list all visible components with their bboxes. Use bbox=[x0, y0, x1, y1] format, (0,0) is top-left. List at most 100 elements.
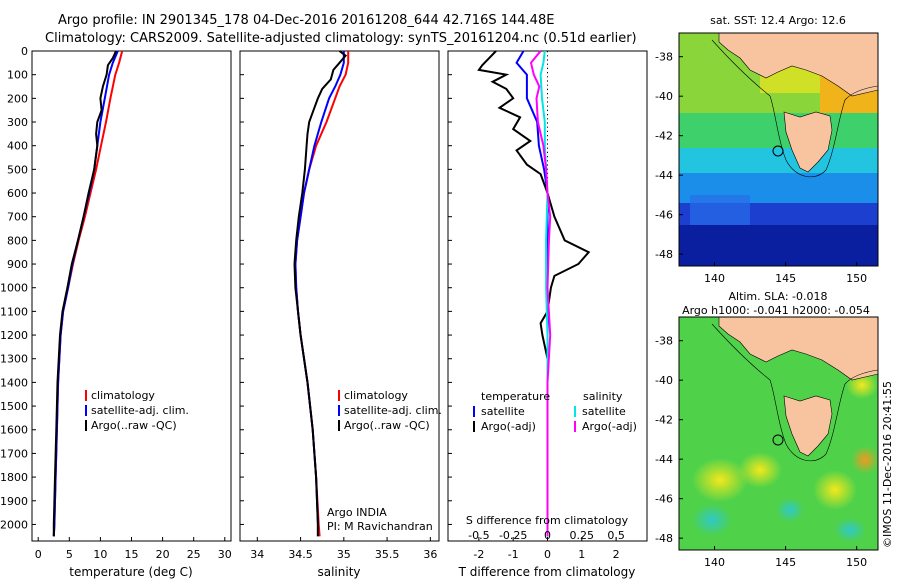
sst-tasmania bbox=[783, 111, 833, 173]
salinity-panel: 34 34.5 35 35.5 36 salinity climatology satel… bbox=[239, 50, 442, 579]
x-tick-label: 30 bbox=[218, 548, 232, 561]
x-tick-label: 25 bbox=[187, 548, 201, 561]
salinity-difference-line-argo-adj- bbox=[529, 50, 552, 537]
legend-label: Argo(..raw -QC) bbox=[91, 419, 177, 432]
sla-tasmania bbox=[783, 395, 833, 457]
y-tick-label: -40 bbox=[655, 374, 673, 387]
x-tick-label: 0 bbox=[35, 548, 42, 561]
temperature-legend: climatology satellite-adj. clim. Argo(..ra… bbox=[85, 389, 189, 432]
y-tick-label: -44 bbox=[655, 169, 673, 182]
sst-mainland bbox=[718, 33, 878, 97]
y-tick-label: 1100 bbox=[0, 305, 28, 318]
y-tick-label: 1900 bbox=[0, 495, 28, 508]
y-tick-label: 100 bbox=[7, 69, 28, 82]
salinity-difference-line-satellite bbox=[539, 50, 549, 537]
t-difference-label: T difference from climatology bbox=[458, 565, 636, 579]
s-tick-label: 0 bbox=[544, 529, 551, 542]
y-tick-label: 1800 bbox=[0, 471, 28, 484]
sst-map: sat. SST: 12.4 Argo: 12.6 140 145 150 -38 -4… bbox=[655, 14, 879, 285]
y-tick-label: 1600 bbox=[0, 424, 28, 437]
y-tick-label: 1200 bbox=[0, 329, 28, 342]
x-tick-label: 15 bbox=[125, 548, 139, 561]
legend-label: satellite-adj. clim. bbox=[344, 404, 442, 417]
legend-label: Argo(..raw -QC) bbox=[344, 419, 430, 432]
y-tick-label: 1000 bbox=[0, 282, 28, 295]
sst-map-frame bbox=[678, 32, 879, 267]
sla-mainland bbox=[718, 317, 878, 381]
salinity-yticks bbox=[240, 50, 244, 525]
y-tick-label: 800 bbox=[7, 234, 28, 247]
temperature-xlabel: temperature (deg C) bbox=[69, 565, 192, 579]
sla-map: Altim. SLA: -0.018 Argo h1000: -0.041 h2… bbox=[655, 290, 879, 569]
legend-label: Argo(-adj) bbox=[481, 420, 536, 433]
y-tick-label: 600 bbox=[7, 187, 28, 200]
temperature-plot-frame bbox=[31, 50, 232, 542]
temperature-xticks: 0 5 10 15 20 25 30 bbox=[35, 537, 232, 561]
difference-yticks bbox=[448, 50, 452, 525]
salinity-legend: climatology satellite-adj. clim. Argo(..ra… bbox=[338, 389, 442, 432]
y-tick-label: -46 bbox=[655, 209, 673, 222]
s-tick-label: 0.5 bbox=[607, 529, 625, 542]
x-tick-label: 140 bbox=[704, 272, 725, 285]
difference-series bbox=[477, 50, 591, 537]
x-tick-label: 1 bbox=[578, 548, 585, 561]
salinity-plot-frame bbox=[239, 50, 440, 542]
x-tick-label: 2 bbox=[613, 548, 620, 561]
temperature-series bbox=[52, 50, 124, 537]
x-tick-label: 145 bbox=[775, 272, 796, 285]
salinity-xticks: 34 34.5 35 35.5 36 bbox=[250, 537, 437, 561]
legend-label: satellite bbox=[582, 405, 626, 418]
y-tick-label: -48 bbox=[655, 248, 673, 261]
x-tick-label: 35 bbox=[337, 548, 351, 561]
x-tick-label: 34 bbox=[250, 548, 264, 561]
x-tick-label: 35.5 bbox=[375, 548, 400, 561]
temperature-difference-line-argo-adj- bbox=[477, 50, 591, 537]
x-tick-label: 5 bbox=[66, 548, 73, 561]
legend-label: climatology bbox=[91, 389, 155, 402]
y-tick-label: 1700 bbox=[0, 447, 28, 460]
legend-label: Argo(-adj) bbox=[582, 420, 637, 433]
y-tick-label: 400 bbox=[7, 140, 28, 153]
difference-legend: temperature salinity satellite Argo(-adj) sa… bbox=[473, 390, 637, 433]
x-tick-label: 36 bbox=[423, 548, 437, 561]
sla-map-frame bbox=[678, 316, 879, 551]
x-tick-label: 150 bbox=[846, 556, 867, 569]
y-tick-label: -38 bbox=[655, 51, 673, 64]
sst-argo-marker bbox=[772, 145, 784, 157]
s-tick-label: -0.25 bbox=[499, 529, 527, 542]
s-difference-ticks: -0.5 -0.25 0 0.25 0.5 bbox=[468, 529, 625, 542]
legend-heading-salinity: salinity bbox=[583, 390, 623, 403]
y-tick-label: 2000 bbox=[0, 518, 28, 531]
y-tick-label: 900 bbox=[7, 258, 28, 271]
y-tick-label: -44 bbox=[655, 453, 673, 466]
y-tick-label: -46 bbox=[655, 493, 673, 506]
sst-map-title: sat. SST: 12.4 Argo: 12.6 bbox=[710, 14, 846, 27]
s-tick-label: -0.5 bbox=[468, 529, 489, 542]
salinity-line-satellite-adj-clim- bbox=[294, 51, 345, 537]
x-tick-label: 20 bbox=[156, 548, 170, 561]
salinity-line-argo-raw-qc- bbox=[293, 50, 348, 537]
y-tick-label: 1500 bbox=[0, 400, 28, 413]
y-tick-label: -48 bbox=[655, 532, 673, 545]
sla-argo-marker bbox=[772, 434, 784, 446]
sst-map-field bbox=[679, 33, 878, 266]
s-difference-label: S difference from climatology bbox=[466, 514, 629, 527]
x-tick-label: 0 bbox=[544, 548, 551, 561]
y-tick-label: 1300 bbox=[0, 353, 28, 366]
y-tick-label: -38 bbox=[655, 335, 673, 348]
x-tick-label: 10 bbox=[93, 548, 107, 561]
y-tick-label: -40 bbox=[655, 90, 673, 103]
sla-shelf-contour bbox=[711, 323, 878, 462]
y-tick-label: 0 bbox=[21, 45, 28, 58]
x-tick-label: 145 bbox=[775, 556, 796, 569]
legend-label: climatology bbox=[344, 389, 408, 402]
legend-label: satellite bbox=[481, 405, 525, 418]
salinity-series bbox=[293, 50, 350, 537]
temperature-difference-line-satellite bbox=[515, 50, 549, 537]
temperature-panel: 0100200300400500600700800900100011001200… bbox=[0, 45, 232, 579]
y-tick-label: 1400 bbox=[0, 376, 28, 389]
difference-panel: -2 -1 0 1 2 S difference from climatology -0… bbox=[447, 50, 648, 579]
salinity-xlabel: salinity bbox=[317, 565, 360, 579]
temperature-line-argo-raw-qc- bbox=[52, 50, 117, 537]
sla-map-ticks: 140 145 150 -38 -40 -42 -44 -46 -48 bbox=[655, 335, 867, 569]
